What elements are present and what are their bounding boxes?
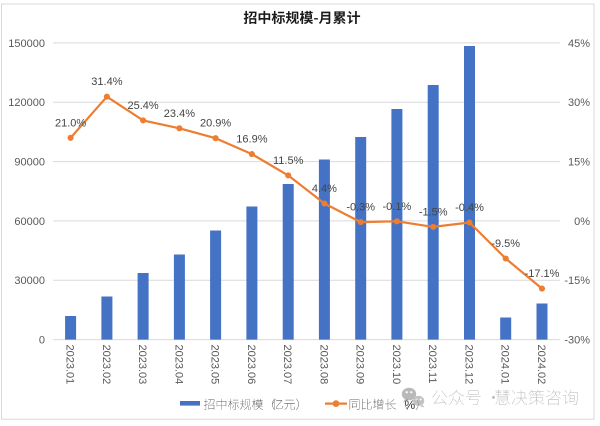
svg-text:2023.06: 2023.06: [245, 345, 257, 385]
svg-text:120000: 120000: [8, 97, 45, 109]
svg-text:20.9%: 20.9%: [200, 118, 231, 130]
svg-text:2023.12: 2023.12: [463, 345, 475, 385]
svg-text:2023.02: 2023.02: [100, 345, 112, 385]
svg-text:-17.1%: -17.1%: [525, 268, 560, 280]
svg-text:2024.02: 2024.02: [535, 345, 547, 385]
svg-text:2023.10: 2023.10: [390, 345, 402, 385]
svg-text:2023.07: 2023.07: [281, 345, 293, 385]
svg-text:23.4%: 23.4%: [164, 108, 195, 120]
svg-text:90000: 90000: [14, 157, 45, 169]
svg-text:2023.05: 2023.05: [209, 345, 221, 385]
svg-text:31.4%: 31.4%: [91, 76, 122, 88]
svg-text:0%: 0%: [574, 216, 590, 228]
svg-text:25.4%: 25.4%: [127, 100, 158, 112]
svg-text:-15%: -15%: [564, 275, 590, 287]
svg-text:-1.5%: -1.5%: [419, 206, 448, 218]
svg-text:2024.01: 2024.01: [499, 345, 511, 385]
svg-text:2023.11: 2023.11: [426, 345, 438, 384]
svg-text:2023.01: 2023.01: [64, 345, 76, 385]
svg-text:4.4%: 4.4%: [312, 183, 337, 195]
svg-text:30%: 30%: [568, 97, 590, 109]
svg-text:2023.03: 2023.03: [136, 345, 148, 385]
svg-text:-0.3%: -0.3%: [346, 202, 375, 214]
svg-text:0: 0: [39, 335, 45, 347]
svg-text:16.9%: 16.9%: [236, 134, 267, 146]
svg-text:-0.1%: -0.1%: [383, 201, 412, 213]
svg-text:21.0%: 21.0%: [55, 117, 86, 129]
svg-text:-30%: -30%: [564, 335, 590, 347]
svg-text:2023.08: 2023.08: [317, 345, 329, 385]
svg-text:-9.5%: -9.5%: [491, 238, 520, 250]
svg-text:2023.04: 2023.04: [172, 345, 184, 385]
svg-text:30000: 30000: [14, 275, 45, 287]
svg-text:2023.09: 2023.09: [354, 345, 366, 385]
svg-text:15%: 15%: [568, 157, 590, 169]
svg-text:150000: 150000: [8, 38, 45, 50]
svg-text:-0.4%: -0.4%: [455, 202, 484, 214]
svg-text:60000: 60000: [14, 216, 45, 228]
svg-text:11.5%: 11.5%: [273, 155, 304, 167]
svg-text:45%: 45%: [568, 38, 590, 50]
